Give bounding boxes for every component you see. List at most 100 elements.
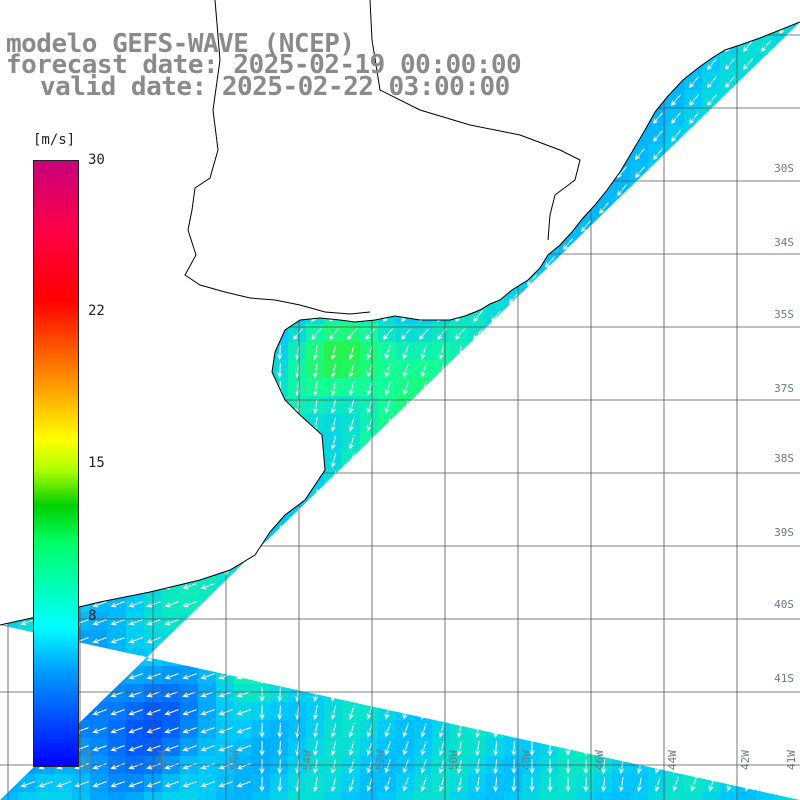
wind-arrow (762, 399, 769, 414)
wind-cell (414, 414, 433, 433)
wind-cell (486, 504, 505, 523)
wind-arrow (636, 741, 642, 756)
wind-cell (576, 450, 595, 469)
wind-cell (738, 702, 757, 721)
wind-cell (324, 378, 343, 397)
wind-arrow (511, 506, 517, 523)
wind-arrow (312, 759, 319, 775)
wind-arrow (726, 759, 733, 774)
wind-cell (504, 576, 523, 595)
land (0, 0, 800, 625)
wind-cell (594, 666, 613, 685)
wind-cell (198, 702, 217, 721)
wind-arrow (2, 763, 17, 770)
wind-cell (180, 792, 199, 800)
wind-cell (162, 738, 181, 757)
wind-arrow (565, 650, 571, 667)
wind-arrow (778, 148, 789, 161)
wind-cell (702, 288, 721, 307)
wind-cell (504, 720, 523, 739)
wind-arrow (456, 435, 462, 450)
wind-cell (270, 792, 289, 800)
wind-arrow (708, 399, 715, 414)
wind-cell (702, 216, 721, 235)
wind-arrow (583, 578, 589, 595)
wind-cell (468, 522, 487, 541)
wind-cell (378, 684, 397, 703)
wind-cell (666, 666, 685, 685)
wind-cell (720, 630, 739, 649)
wind-cell (612, 666, 631, 685)
wind-arrow (654, 345, 661, 360)
wind-cell (666, 684, 685, 703)
wind-arrow (384, 453, 391, 468)
wind-cell (558, 468, 577, 487)
wind-cell (702, 522, 721, 541)
wind-arrow (456, 759, 462, 774)
wind-cell (630, 216, 649, 235)
wind-arrow (110, 763, 125, 770)
wind-arrow (146, 691, 161, 698)
wind-arrow (92, 745, 107, 752)
wind-cell (468, 558, 487, 577)
wind-cell (342, 684, 361, 703)
wind-cell (270, 360, 289, 379)
wind-cell (306, 378, 325, 397)
wind-arrow (312, 399, 319, 415)
wind-arrow (402, 597, 409, 612)
wind-arrow (346, 328, 357, 341)
wind-cell (792, 774, 800, 793)
wind-arrow (384, 435, 391, 450)
wind-arrow (706, 328, 717, 341)
wind-cell (198, 792, 217, 800)
wind-cell (576, 630, 595, 649)
wind-cell (792, 486, 800, 505)
wind-cell (414, 360, 433, 379)
wind-cell (360, 576, 379, 595)
wind-cell (720, 594, 739, 613)
wind-arrow (200, 691, 215, 698)
wind-arrow (601, 416, 607, 433)
wind-cell (720, 378, 739, 397)
wind-cell (738, 108, 757, 127)
wind-cell (576, 306, 595, 325)
wind-cell (756, 288, 775, 307)
wind-cell (162, 666, 181, 685)
wind-cell (684, 90, 703, 109)
wind-cell (126, 666, 145, 685)
wind-arrow (708, 651, 715, 666)
wind-cell (558, 378, 577, 397)
wind-cell (270, 594, 289, 613)
wind-cell (684, 342, 703, 361)
wind-cell (522, 288, 541, 307)
wind-cell (756, 252, 775, 271)
wind-cell (90, 666, 109, 685)
wind-arrow (402, 453, 409, 468)
wind-cell (774, 342, 793, 361)
wind-arrow (762, 543, 769, 558)
wind-cell (396, 432, 415, 451)
wind-arrow (670, 130, 681, 143)
wind-cell (774, 144, 793, 163)
wind-arrow (330, 669, 337, 684)
wind-arrow (110, 745, 125, 752)
wind-arrow (110, 727, 125, 734)
wind-arrow (384, 741, 391, 756)
wind-cell (378, 378, 397, 397)
wind-cell (396, 648, 415, 667)
wind-cell (612, 378, 631, 397)
wind-arrow (366, 723, 373, 738)
wind-arrow (348, 489, 355, 504)
wind-cell (252, 720, 271, 739)
wind-cell (594, 414, 613, 433)
wind-arrow (706, 184, 717, 197)
wind-cell (576, 576, 595, 595)
wind-cell (774, 774, 793, 793)
wind-arrow (724, 94, 735, 107)
wind-arrow (636, 705, 642, 720)
wind-cell (630, 378, 649, 397)
wind-cell (396, 630, 415, 649)
wind-cell (738, 342, 757, 361)
wind-cell (306, 576, 325, 595)
wind-arrow (583, 488, 589, 505)
